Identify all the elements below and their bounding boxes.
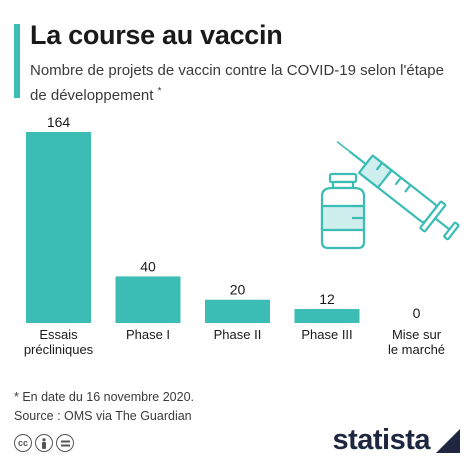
value-labels: 164 40 20 12 0 bbox=[47, 114, 421, 321]
date-note: * En date du 16 novembre 2020. bbox=[14, 390, 194, 404]
title-accent-bar bbox=[14, 24, 20, 98]
license-icons: cc bbox=[14, 434, 74, 452]
bar bbox=[294, 309, 360, 323]
logo-text: statista bbox=[332, 424, 430, 456]
category-label-line: Phase III bbox=[301, 327, 352, 342]
vial-icon bbox=[320, 172, 366, 250]
category-label-line: Essais bbox=[39, 327, 78, 342]
vaccine-illustration bbox=[320, 141, 460, 250]
bar-value-label: 20 bbox=[230, 282, 246, 298]
bars bbox=[26, 132, 360, 323]
bar bbox=[205, 299, 270, 323]
logo-mark-icon bbox=[436, 428, 460, 453]
subtitle-text: Nombre de projets de vaccin contre la CO… bbox=[30, 62, 444, 104]
chart-title: La course au vaccin bbox=[30, 20, 283, 50]
source-note: Source : OMS via The Guardian bbox=[14, 409, 192, 423]
cc-icon: cc bbox=[14, 434, 32, 452]
category-label-line: Phase II bbox=[214, 327, 262, 342]
bar-value-label: 12 bbox=[319, 291, 335, 307]
subtitle-footnote-marker: * bbox=[157, 86, 162, 97]
bar-value-label: 164 bbox=[47, 114, 71, 130]
bar-chart: 164 40 20 12 0 Essais précliniques Phase I Phas… bbox=[24, 114, 460, 357]
category-label: Phase I bbox=[126, 327, 170, 342]
attribution-icon bbox=[35, 434, 53, 452]
category-label-line: Mise sur bbox=[392, 327, 442, 342]
category-label: Phase III bbox=[301, 327, 352, 342]
bar bbox=[115, 276, 181, 323]
category-label-line: Phase I bbox=[126, 327, 170, 342]
category-label: Phase II bbox=[214, 327, 262, 342]
statista-logo: statista bbox=[332, 424, 462, 457]
bar bbox=[26, 132, 91, 323]
footnote: * En date du 16 novembre 2020. Source : … bbox=[14, 388, 194, 426]
category-label: Mise sur le marché bbox=[388, 327, 445, 357]
bar-value-label: 0 bbox=[413, 305, 421, 321]
category-label-line: le marché bbox=[388, 342, 445, 357]
bar-value-label: 40 bbox=[140, 258, 156, 274]
no-derivatives-icon bbox=[56, 434, 74, 452]
syringe-icon bbox=[336, 141, 460, 241]
category-label-line: précliniques bbox=[24, 342, 94, 357]
chart-subtitle: Nombre de projets de vaccin contre la CO… bbox=[30, 60, 450, 106]
category-label: Essais précliniques bbox=[24, 327, 94, 357]
category-labels: Essais précliniques Phase I Phase II Phase I… bbox=[24, 327, 445, 357]
